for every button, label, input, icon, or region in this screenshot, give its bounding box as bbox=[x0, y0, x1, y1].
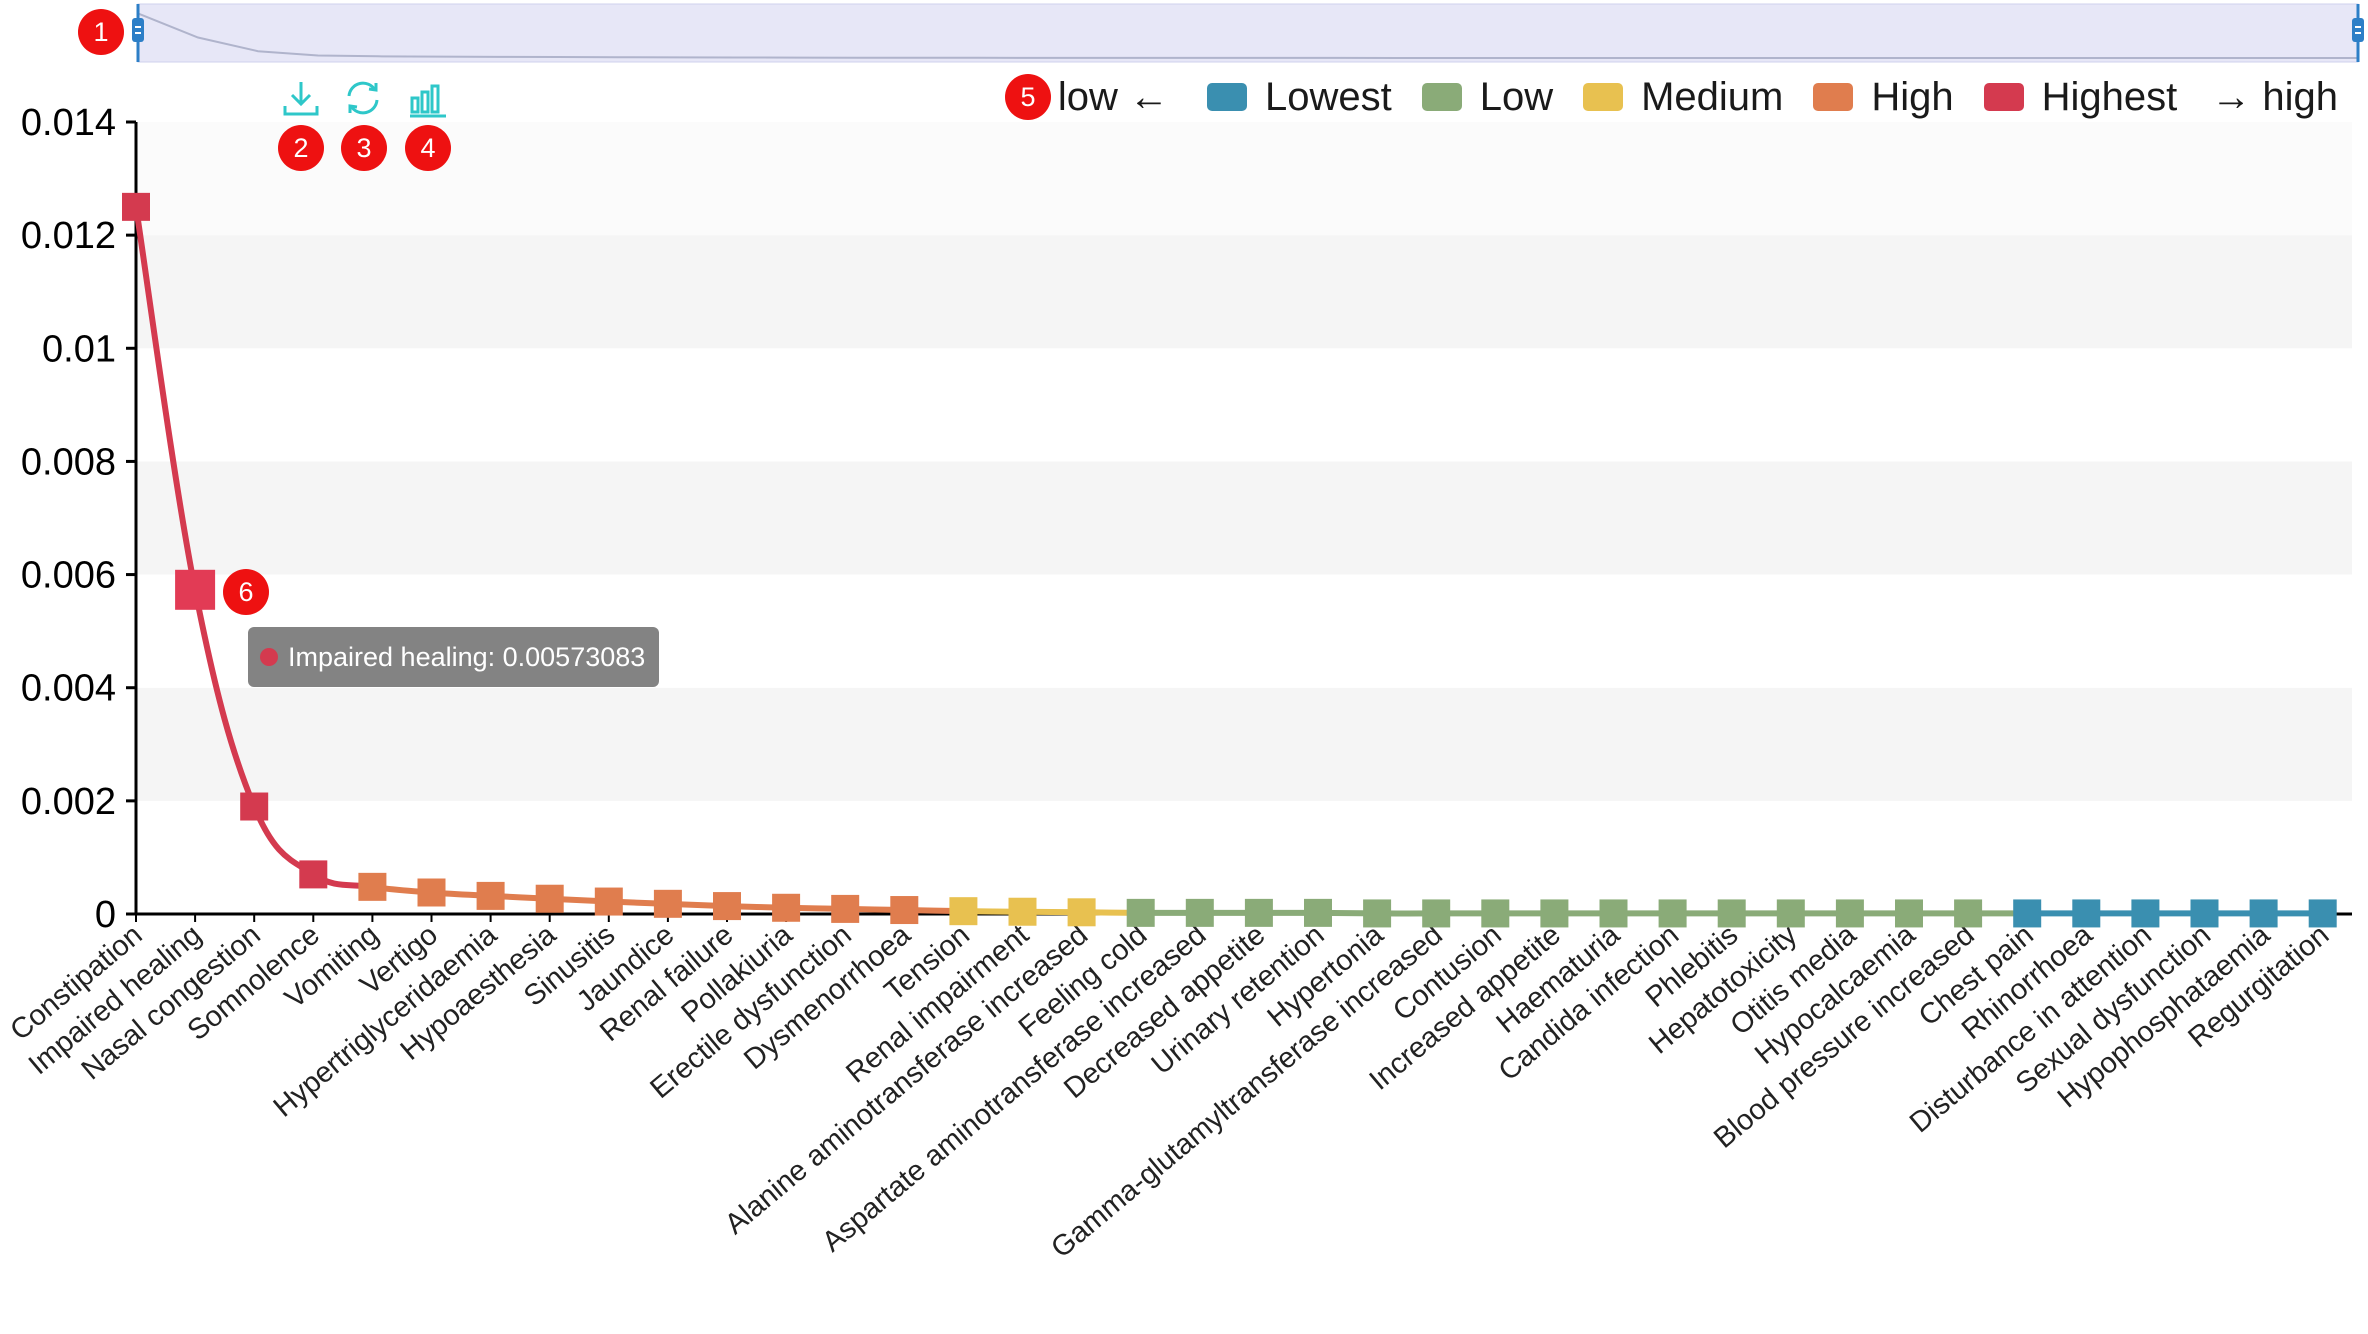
tooltip-text: Impaired healing: 0.00573083 bbox=[288, 641, 646, 672]
data-point-marker[interactable] bbox=[1185, 898, 1214, 927]
bar-chart-icon[interactable] bbox=[408, 78, 448, 118]
annotation-badge-4: 4 bbox=[405, 125, 451, 171]
annotation-badge-6: 6 bbox=[223, 569, 269, 615]
y-tick-label: 0.002 bbox=[21, 781, 116, 823]
y-tick-label: 0 bbox=[95, 894, 116, 936]
data-point-marker[interactable] bbox=[1717, 899, 1746, 928]
y-tick-label: 0.012 bbox=[21, 215, 116, 257]
data-point-marker[interactable] bbox=[2249, 899, 2278, 928]
data-point-marker[interactable] bbox=[1835, 899, 1864, 928]
legend-label: Lowest bbox=[1264, 74, 1392, 119]
grid-band bbox=[136, 348, 2352, 462]
y-tick-label: 0.006 bbox=[21, 555, 116, 597]
data-point-marker[interactable] bbox=[122, 192, 150, 221]
y-tick-label: 0.008 bbox=[21, 441, 116, 483]
data-point-marker[interactable] bbox=[1363, 899, 1392, 928]
data-point-marker[interactable] bbox=[2131, 899, 2160, 928]
series-line-segment bbox=[192, 586, 258, 810]
annotation-badge-3: 3 bbox=[341, 125, 387, 171]
data-point-marker[interactable] bbox=[299, 860, 328, 889]
data-point-marker[interactable] bbox=[1954, 899, 1983, 928]
data-point-marker[interactable] bbox=[1067, 898, 1096, 927]
data-point-marker[interactable] bbox=[594, 887, 623, 916]
data-point-marker[interactable] bbox=[653, 889, 682, 918]
zoom-handle-grip bbox=[132, 18, 144, 42]
data-point-marker[interactable] bbox=[2308, 899, 2337, 928]
legend-item-high[interactable]: High bbox=[1813, 74, 1954, 120]
data-point-marker[interactable] bbox=[1126, 898, 1155, 927]
data-point-marker[interactable] bbox=[890, 896, 919, 925]
data-point-marker[interactable] bbox=[476, 881, 505, 910]
legend-low-label: low ← bbox=[1057, 74, 1169, 119]
data-markers[interactable] bbox=[122, 192, 2337, 928]
data-point-marker[interactable] bbox=[1540, 899, 1569, 928]
tooltip-series-dot bbox=[260, 648, 278, 666]
zoom-handle-left[interactable] bbox=[132, 4, 144, 62]
legend-item-low[interactable]: Low bbox=[1421, 74, 1554, 120]
legend-item-lowest[interactable]: Lowest bbox=[1206, 74, 1392, 120]
legend-item-medium[interactable]: Medium bbox=[1583, 75, 1783, 120]
legend-label: Highest bbox=[2041, 74, 2178, 119]
chart-tooltip: Impaired healing: 0.00573083 bbox=[248, 627, 660, 687]
data-point-marker[interactable] bbox=[1481, 899, 1510, 928]
legend-swatch bbox=[1206, 83, 1247, 111]
legend-high-label: → high bbox=[2211, 74, 2338, 119]
data-point-marker[interactable] bbox=[1658, 899, 1687, 928]
legend-swatch bbox=[1813, 83, 1854, 111]
data-point-marker[interactable] bbox=[772, 893, 801, 922]
annotation-badge-5: 5 bbox=[1005, 74, 1051, 120]
y-tick-label: 0.004 bbox=[21, 668, 116, 710]
data-point-marker[interactable] bbox=[417, 878, 446, 907]
data-point-marker[interactable] bbox=[2072, 899, 2101, 928]
data-point-marker[interactable] bbox=[2190, 899, 2219, 928]
refresh-icon[interactable] bbox=[343, 78, 383, 118]
annotation-badge-1: 1 bbox=[78, 9, 124, 55]
data-point-marker[interactable] bbox=[1776, 899, 1805, 928]
annotation-badge-2: 2 bbox=[278, 125, 324, 171]
data-point-marker[interactable] bbox=[949, 897, 978, 926]
download-icon[interactable] bbox=[281, 78, 321, 118]
data-point-marker[interactable] bbox=[1599, 899, 1628, 928]
legend-swatch bbox=[1421, 83, 1462, 111]
grid-band bbox=[136, 461, 2352, 575]
zoom-preview-line bbox=[137, 12, 2358, 59]
grid-band bbox=[136, 235, 2352, 349]
legend-label: Medium bbox=[1641, 74, 1784, 119]
data-point-marker[interactable] bbox=[713, 892, 741, 921]
data-point-marker[interactable] bbox=[2013, 899, 2042, 928]
zoom-handle-right[interactable] bbox=[2352, 4, 2364, 62]
data-point-marker[interactable] bbox=[1304, 898, 1332, 927]
data-point-marker[interactable] bbox=[831, 894, 860, 923]
grid-band bbox=[136, 122, 2352, 236]
data-zoom-slider[interactable] bbox=[132, 3, 2364, 63]
legend-label: Low bbox=[1479, 74, 1554, 119]
data-point-marker[interactable] bbox=[535, 884, 564, 913]
visual-map-legend: low ← Lowest Low Medium High Highest → high bbox=[1050, 72, 2346, 122]
data-point-marker[interactable] bbox=[1895, 899, 1923, 928]
data-point-marker[interactable] bbox=[175, 569, 216, 610]
data-point-marker[interactable] bbox=[1244, 898, 1273, 927]
grid-band bbox=[136, 687, 2352, 801]
legend-swatch bbox=[1583, 83, 1624, 111]
series-line-segment bbox=[133, 203, 199, 593]
data-point-marker[interactable] bbox=[358, 872, 387, 901]
data-point-marker[interactable] bbox=[240, 792, 269, 821]
legend-item-highest[interactable]: Highest bbox=[1983, 74, 2178, 120]
legend-label: High bbox=[1871, 74, 1954, 119]
zoom-handle-grip bbox=[2352, 18, 2364, 42]
y-tick-label: 0.01 bbox=[42, 328, 116, 370]
zoom-background bbox=[137, 3, 2359, 63]
y-tick-label: 0.014 bbox=[21, 102, 116, 144]
legend-swatch bbox=[1983, 83, 2024, 111]
data-point-marker[interactable] bbox=[1008, 897, 1037, 926]
grid-bands bbox=[136, 122, 2352, 914]
data-point-marker[interactable] bbox=[1422, 899, 1451, 928]
